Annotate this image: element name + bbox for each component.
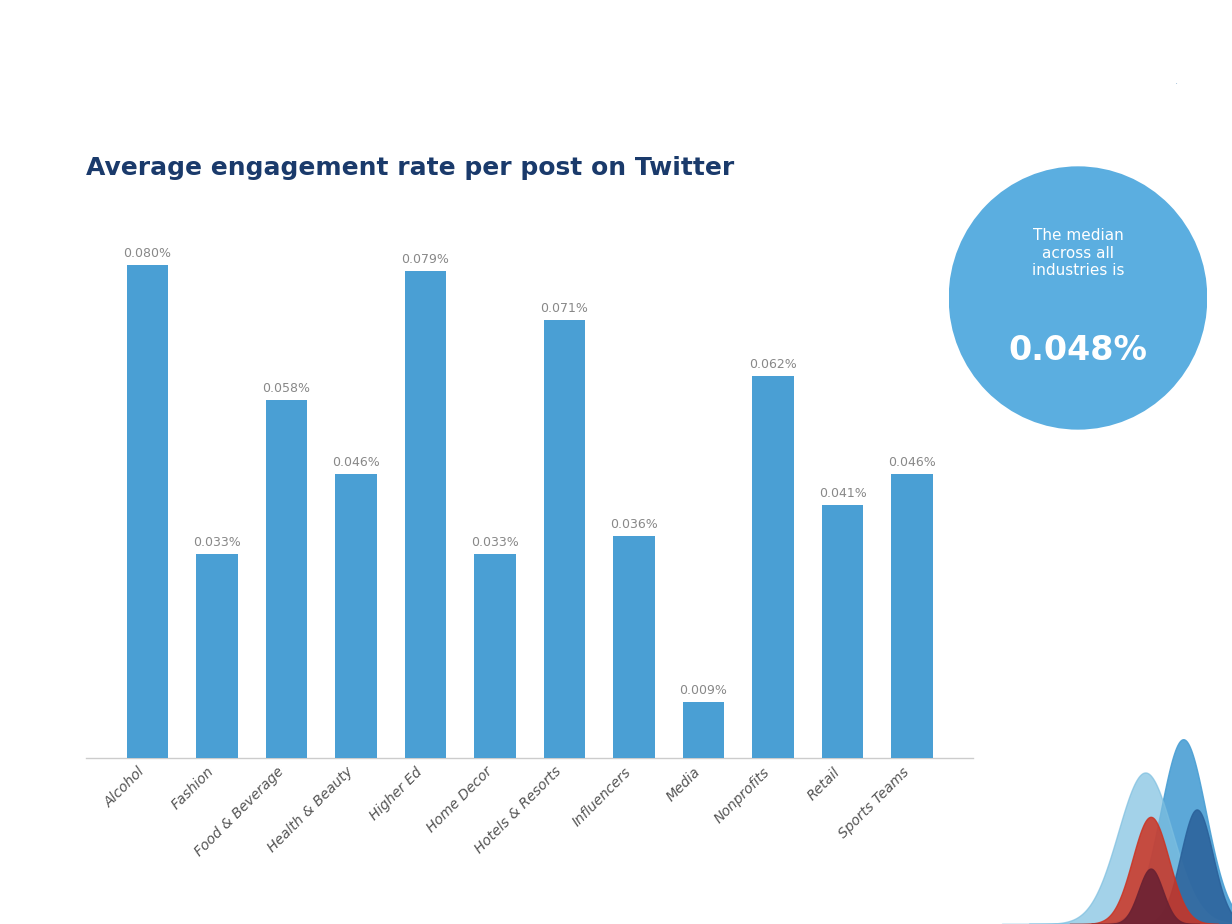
Text: Average engagement rate per post on Twitter: Average engagement rate per post on Twit… — [86, 156, 734, 180]
Bar — [543, 321, 585, 758]
Text: 0.080%: 0.080% — [123, 247, 171, 260]
Bar — [614, 536, 655, 758]
Bar — [891, 474, 933, 758]
Text: 0.046%: 0.046% — [333, 456, 379, 469]
PathPatch shape — [1146, 29, 1210, 95]
Bar — [753, 376, 793, 758]
Bar — [474, 554, 516, 758]
Text: 0.033%: 0.033% — [193, 537, 240, 550]
Bar — [404, 271, 446, 758]
Text: 0.009%: 0.009% — [680, 685, 727, 698]
Text: Rival: Rival — [21, 866, 59, 880]
Text: 0.048%: 0.048% — [1009, 334, 1147, 367]
Text: 0.041%: 0.041% — [819, 487, 866, 500]
Bar — [822, 505, 864, 758]
Text: 0.062%: 0.062% — [749, 358, 797, 371]
Text: 0.058%: 0.058% — [262, 383, 310, 395]
Text: 0.079%: 0.079% — [402, 253, 450, 266]
Text: ♥: ♥ — [1175, 82, 1178, 84]
Text: 0.033%: 0.033% — [471, 537, 519, 550]
Text: 0.071%: 0.071% — [541, 302, 589, 315]
Text: TWITTER ENGAGEMENT: TWITTER ENGAGEMENT — [62, 57, 588, 100]
Ellipse shape — [949, 166, 1207, 430]
Text: The median
across all
industries is: The median across all industries is — [1031, 228, 1125, 278]
Text: 0.046%: 0.046% — [888, 456, 936, 469]
Bar — [196, 554, 238, 758]
Text: IQ: IQ — [32, 892, 48, 906]
Bar — [266, 400, 307, 758]
Bar — [335, 474, 377, 758]
Bar — [127, 265, 169, 758]
Bar — [683, 702, 724, 758]
Text: 0.036%: 0.036% — [610, 518, 658, 531]
